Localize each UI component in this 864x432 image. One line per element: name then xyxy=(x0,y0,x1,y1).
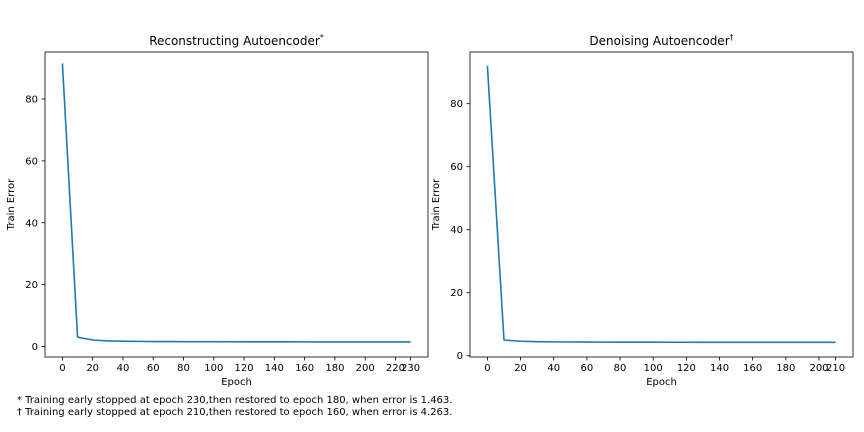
y-tick-label: 40 xyxy=(450,225,463,236)
y-axis-label: Train Error xyxy=(431,178,442,231)
chart-title-mark: † xyxy=(730,33,734,42)
chart-title-text: Reconstructing Autoencoder xyxy=(149,34,320,48)
y-tick-label: 0 xyxy=(32,342,38,353)
x-tick-label: 200 xyxy=(356,363,375,374)
chart-title: Denoising Autoencoder† xyxy=(589,33,733,48)
chart-title-text: Denoising Autoencoder xyxy=(589,34,729,48)
x-tick-label: 180 xyxy=(325,363,344,374)
y-tick-label: 40 xyxy=(25,218,38,229)
x-tick-label: 40 xyxy=(117,363,130,374)
y-axis-label: Train Error xyxy=(6,178,17,231)
x-tick-label: 220 xyxy=(386,363,405,374)
x-tick-label: 120 xyxy=(677,363,696,374)
x-tick-label: 20 xyxy=(514,363,527,374)
x-tick-label: 100 xyxy=(204,363,223,374)
x-tick-label: 100 xyxy=(644,363,663,374)
y-tick-label: 80 xyxy=(450,99,463,110)
x-tick-label: 40 xyxy=(547,363,560,374)
x-tick-label: 180 xyxy=(776,363,795,374)
x-tick-label: 80 xyxy=(177,363,190,374)
x-tick-label: 60 xyxy=(581,363,594,374)
footnote-denoising: † Training early stopped at epoch 210,th… xyxy=(17,407,453,418)
x-axis-label: Epoch xyxy=(646,377,677,388)
x-tick-label: 20 xyxy=(86,363,99,374)
series-line-0 xyxy=(61,63,411,343)
axes-frame xyxy=(44,51,429,358)
series-line-0 xyxy=(486,65,836,344)
x-tick-label: 0 xyxy=(484,363,490,374)
y-tick-label: 80 xyxy=(25,95,38,106)
x-tick-label: 210 xyxy=(826,363,845,374)
y-tick-label: 0 xyxy=(457,351,463,362)
x-tick-label: 120 xyxy=(235,363,254,374)
x-tick-label: 160 xyxy=(295,363,314,374)
x-tick-label: 230 xyxy=(401,363,420,374)
axes-frame xyxy=(469,51,854,358)
chart-title-mark: * xyxy=(320,33,324,42)
y-tick-label: 20 xyxy=(25,280,38,291)
x-tick-label: 80 xyxy=(614,363,627,374)
chart-title: Reconstructing Autoencoder* xyxy=(149,33,324,48)
y-tick-label: 60 xyxy=(25,156,38,167)
x-axis-label: Epoch xyxy=(221,377,252,388)
x-tick-label: 160 xyxy=(743,363,762,374)
y-tick-label: 20 xyxy=(450,288,463,299)
x-tick-label: 200 xyxy=(809,363,828,374)
x-tick-label: 140 xyxy=(265,363,284,374)
y-tick-label: 60 xyxy=(450,162,463,173)
footnote-reconstructing: * Training early stopped at epoch 230,th… xyxy=(17,395,453,406)
x-tick-label: 60 xyxy=(147,363,160,374)
x-tick-label: 0 xyxy=(59,363,65,374)
x-tick-label: 140 xyxy=(710,363,729,374)
